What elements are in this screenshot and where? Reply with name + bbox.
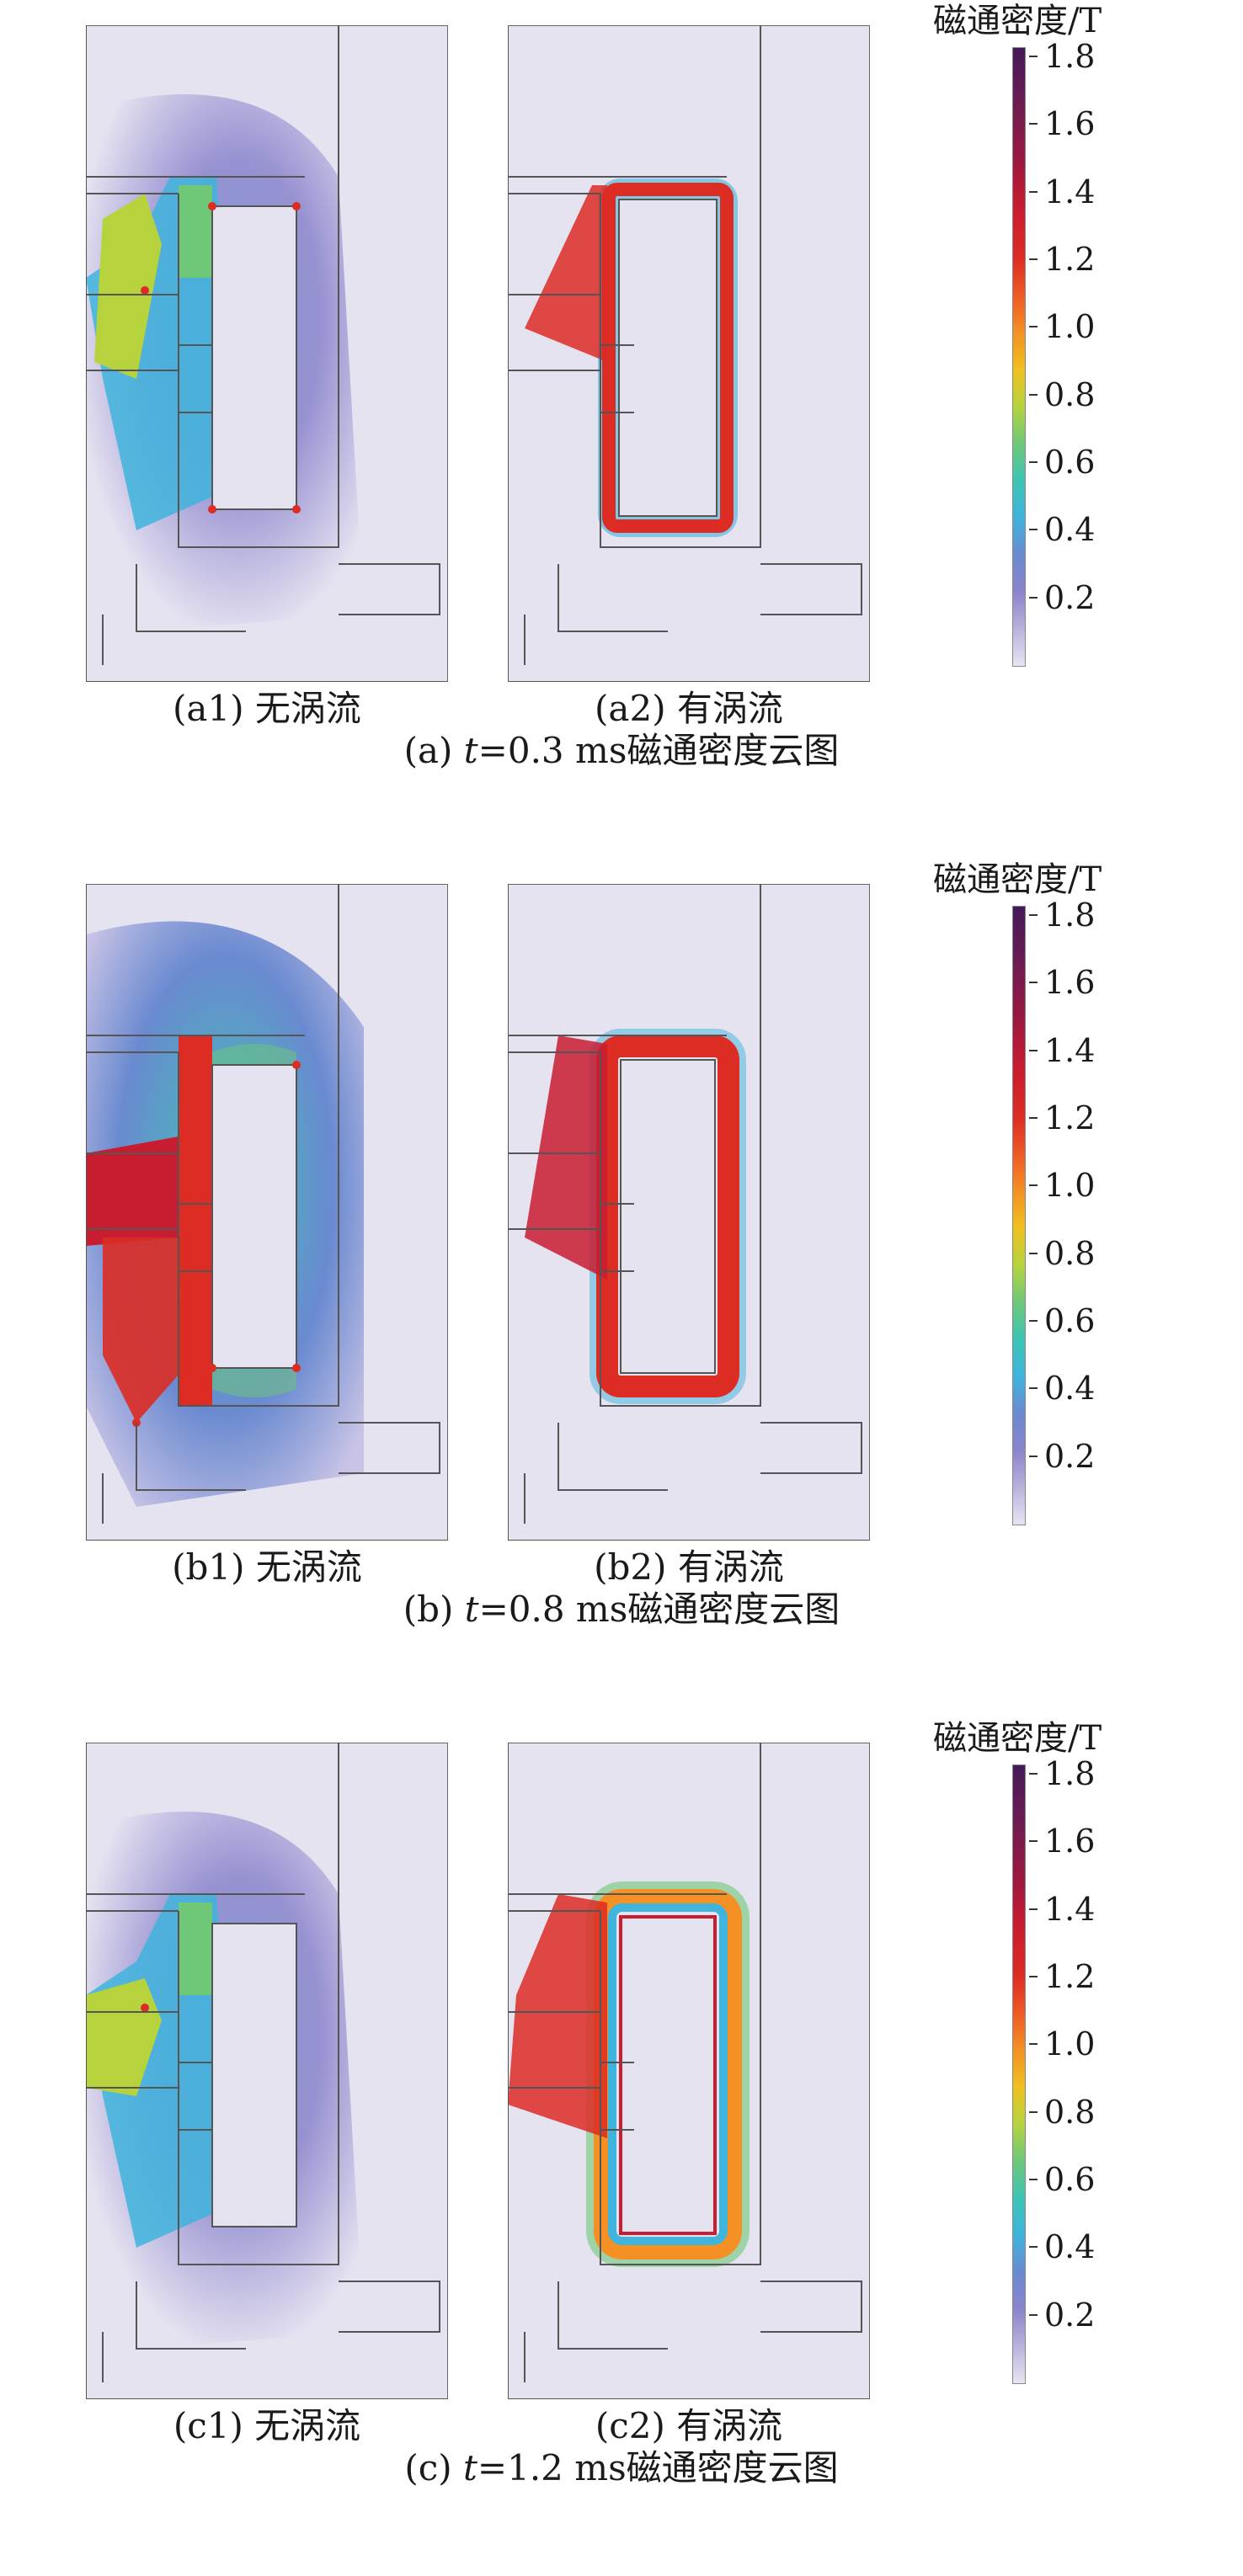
colorbar-tick [1029,1184,1038,1187]
subplot-label-c1: (c1) 无涡流 [173,2405,361,2446]
colorbar-tick-label: 0.4 [1044,1370,1096,1408]
colorbar-tick-label: 0.6 [1044,2161,1096,2198]
colorbar-tick [1029,1976,1038,1977]
colorbar-tick-label: 1.0 [1044,2025,1096,2063]
caption-b: (b) t=0.8 ms磁通密度云图 [0,1588,1243,1631]
figure-group-a: (a1) 无涡流 (a2) 有涡流 (a) t=0.3 ms磁通密度云图 磁通密… [0,0,1243,859]
colorbar-tick-label: 0.2 [1044,2296,1096,2334]
subplot-label-c2: (c2) 有涡流 [595,2405,783,2446]
colorbar-tick [1029,1252,1038,1254]
colorbar-tick-label: 1.6 [1044,964,1096,1002]
caption-variable: t [464,1589,479,1630]
colorbar-tick-label: 1.2 [1044,1099,1096,1136]
colorbar-tick [1029,1320,1038,1322]
colorbar-tick [1029,2246,1038,2249]
colorbar-tick-label: 0.6 [1044,444,1096,481]
colorbar-tick [1029,461,1038,463]
colorbar-tick-label: 0.8 [1044,1234,1096,1272]
colorbar-tick [1029,258,1038,260]
colorbar-tick-label: 0.6 [1044,1302,1096,1339]
colorbar-title: 磁通密度/T [933,2,1102,40]
colorbar [1012,1764,1026,2384]
colorbar-tick [1029,596,1038,599]
contour-plot-a1 [86,25,448,682]
subplot-label-b2: (b2) 有涡流 [594,1546,784,1588]
caption-prefix: (a) [403,730,464,771]
colorbar-tick-label: 1.6 [1044,105,1096,143]
caption-prefix: (c) [404,2447,464,2488]
colorbar-tick-label: 1.0 [1044,308,1096,346]
colorbar-tick-label: 1.4 [1044,1890,1096,1928]
colorbar-tick [1029,1387,1038,1390]
colorbar-tick-label: 1.8 [1044,897,1096,934]
colorbar-tick-label: 1.0 [1044,1167,1096,1205]
contour-plot-c1 [86,1743,448,2399]
figure-group-b: (b1) 无涡流 (b2) 有涡流 (b) t=0.8 ms磁通密度云图 磁通密… [0,859,1243,1717]
colorbar-tick [1029,190,1038,193]
caption-c: (c) t=1.2 ms磁通密度云图 [0,2446,1243,2490]
colorbar-tick [1029,2110,1038,2113]
colorbar-tick-label: 0.4 [1044,2228,1096,2266]
colorbar-tick [1029,56,1038,57]
caption-variable: t [463,730,478,771]
caption-a: (a) t=0.3 ms磁通密度云图 [0,729,1243,773]
subplot-label-a2: (a2) 有涡流 [595,688,783,729]
colorbar-tick [1029,2043,1038,2046]
colorbar-tick-label: 1.8 [1044,1755,1096,1792]
colorbar-tick [1029,1773,1038,1775]
colorbar-tick [1029,2179,1038,2180]
colorbar-tick-label: 1.4 [1044,1031,1096,1069]
contour-plot-b1 [86,884,448,1541]
colorbar-tick [1029,1908,1038,1910]
colorbar-tick [1029,2313,1038,2316]
colorbar-tick [1029,529,1038,531]
colorbar-tick [1029,1455,1038,1457]
colorbar-tick-label: 1.6 [1044,1823,1096,1860]
caption-variable: t [463,2447,477,2488]
colorbar-tick-label: 1.8 [1044,38,1096,75]
colorbar-tick [1029,123,1038,125]
colorbar-tick-label: 1.2 [1044,241,1096,278]
contour-plot-a2 [508,25,870,682]
colorbar-tick [1029,982,1038,984]
figure-group-c: (c1) 无涡流 (c2) 有涡流 (c) t=1.2 ms磁通密度云图 磁通密… [0,1717,1243,2576]
colorbar-tick [1029,1117,1038,1119]
contour-plot-b2 [508,884,870,1541]
caption-prefix: (b) [403,1589,465,1630]
colorbar-tick [1029,1840,1038,1843]
contour-plot-c2 [508,1743,870,2399]
colorbar [1012,47,1026,667]
colorbar-tick-label: 0.2 [1044,1437,1096,1475]
colorbar-tick [1029,1049,1038,1051]
colorbar-tick-label: 1.2 [1044,1958,1096,1995]
colorbar-tick [1029,393,1038,396]
colorbar-tick-label: 0.8 [1044,375,1096,413]
colorbar-title: 磁通密度/T [933,1719,1102,1758]
colorbar-tick-label: 0.2 [1044,578,1096,616]
caption-text: =1.2 ms磁通密度云图 [477,2447,839,2488]
colorbar-tick-label: 0.8 [1044,2093,1096,2131]
subplot-label-b1: (b1) 无涡流 [172,1546,362,1588]
colorbar-title: 磁通密度/T [933,860,1102,899]
colorbar-tick-label: 1.4 [1044,173,1096,210]
colorbar-tick [1029,914,1038,916]
colorbar-tick [1029,326,1038,328]
caption-text: =0.8 ms磁通密度云图 [478,1589,840,1630]
colorbar-tick-label: 0.4 [1044,511,1096,549]
colorbar [1012,906,1026,1525]
caption-text: =0.3 ms磁通密度云图 [477,730,840,771]
subplot-label-a1: (a1) 无涡流 [173,688,361,729]
